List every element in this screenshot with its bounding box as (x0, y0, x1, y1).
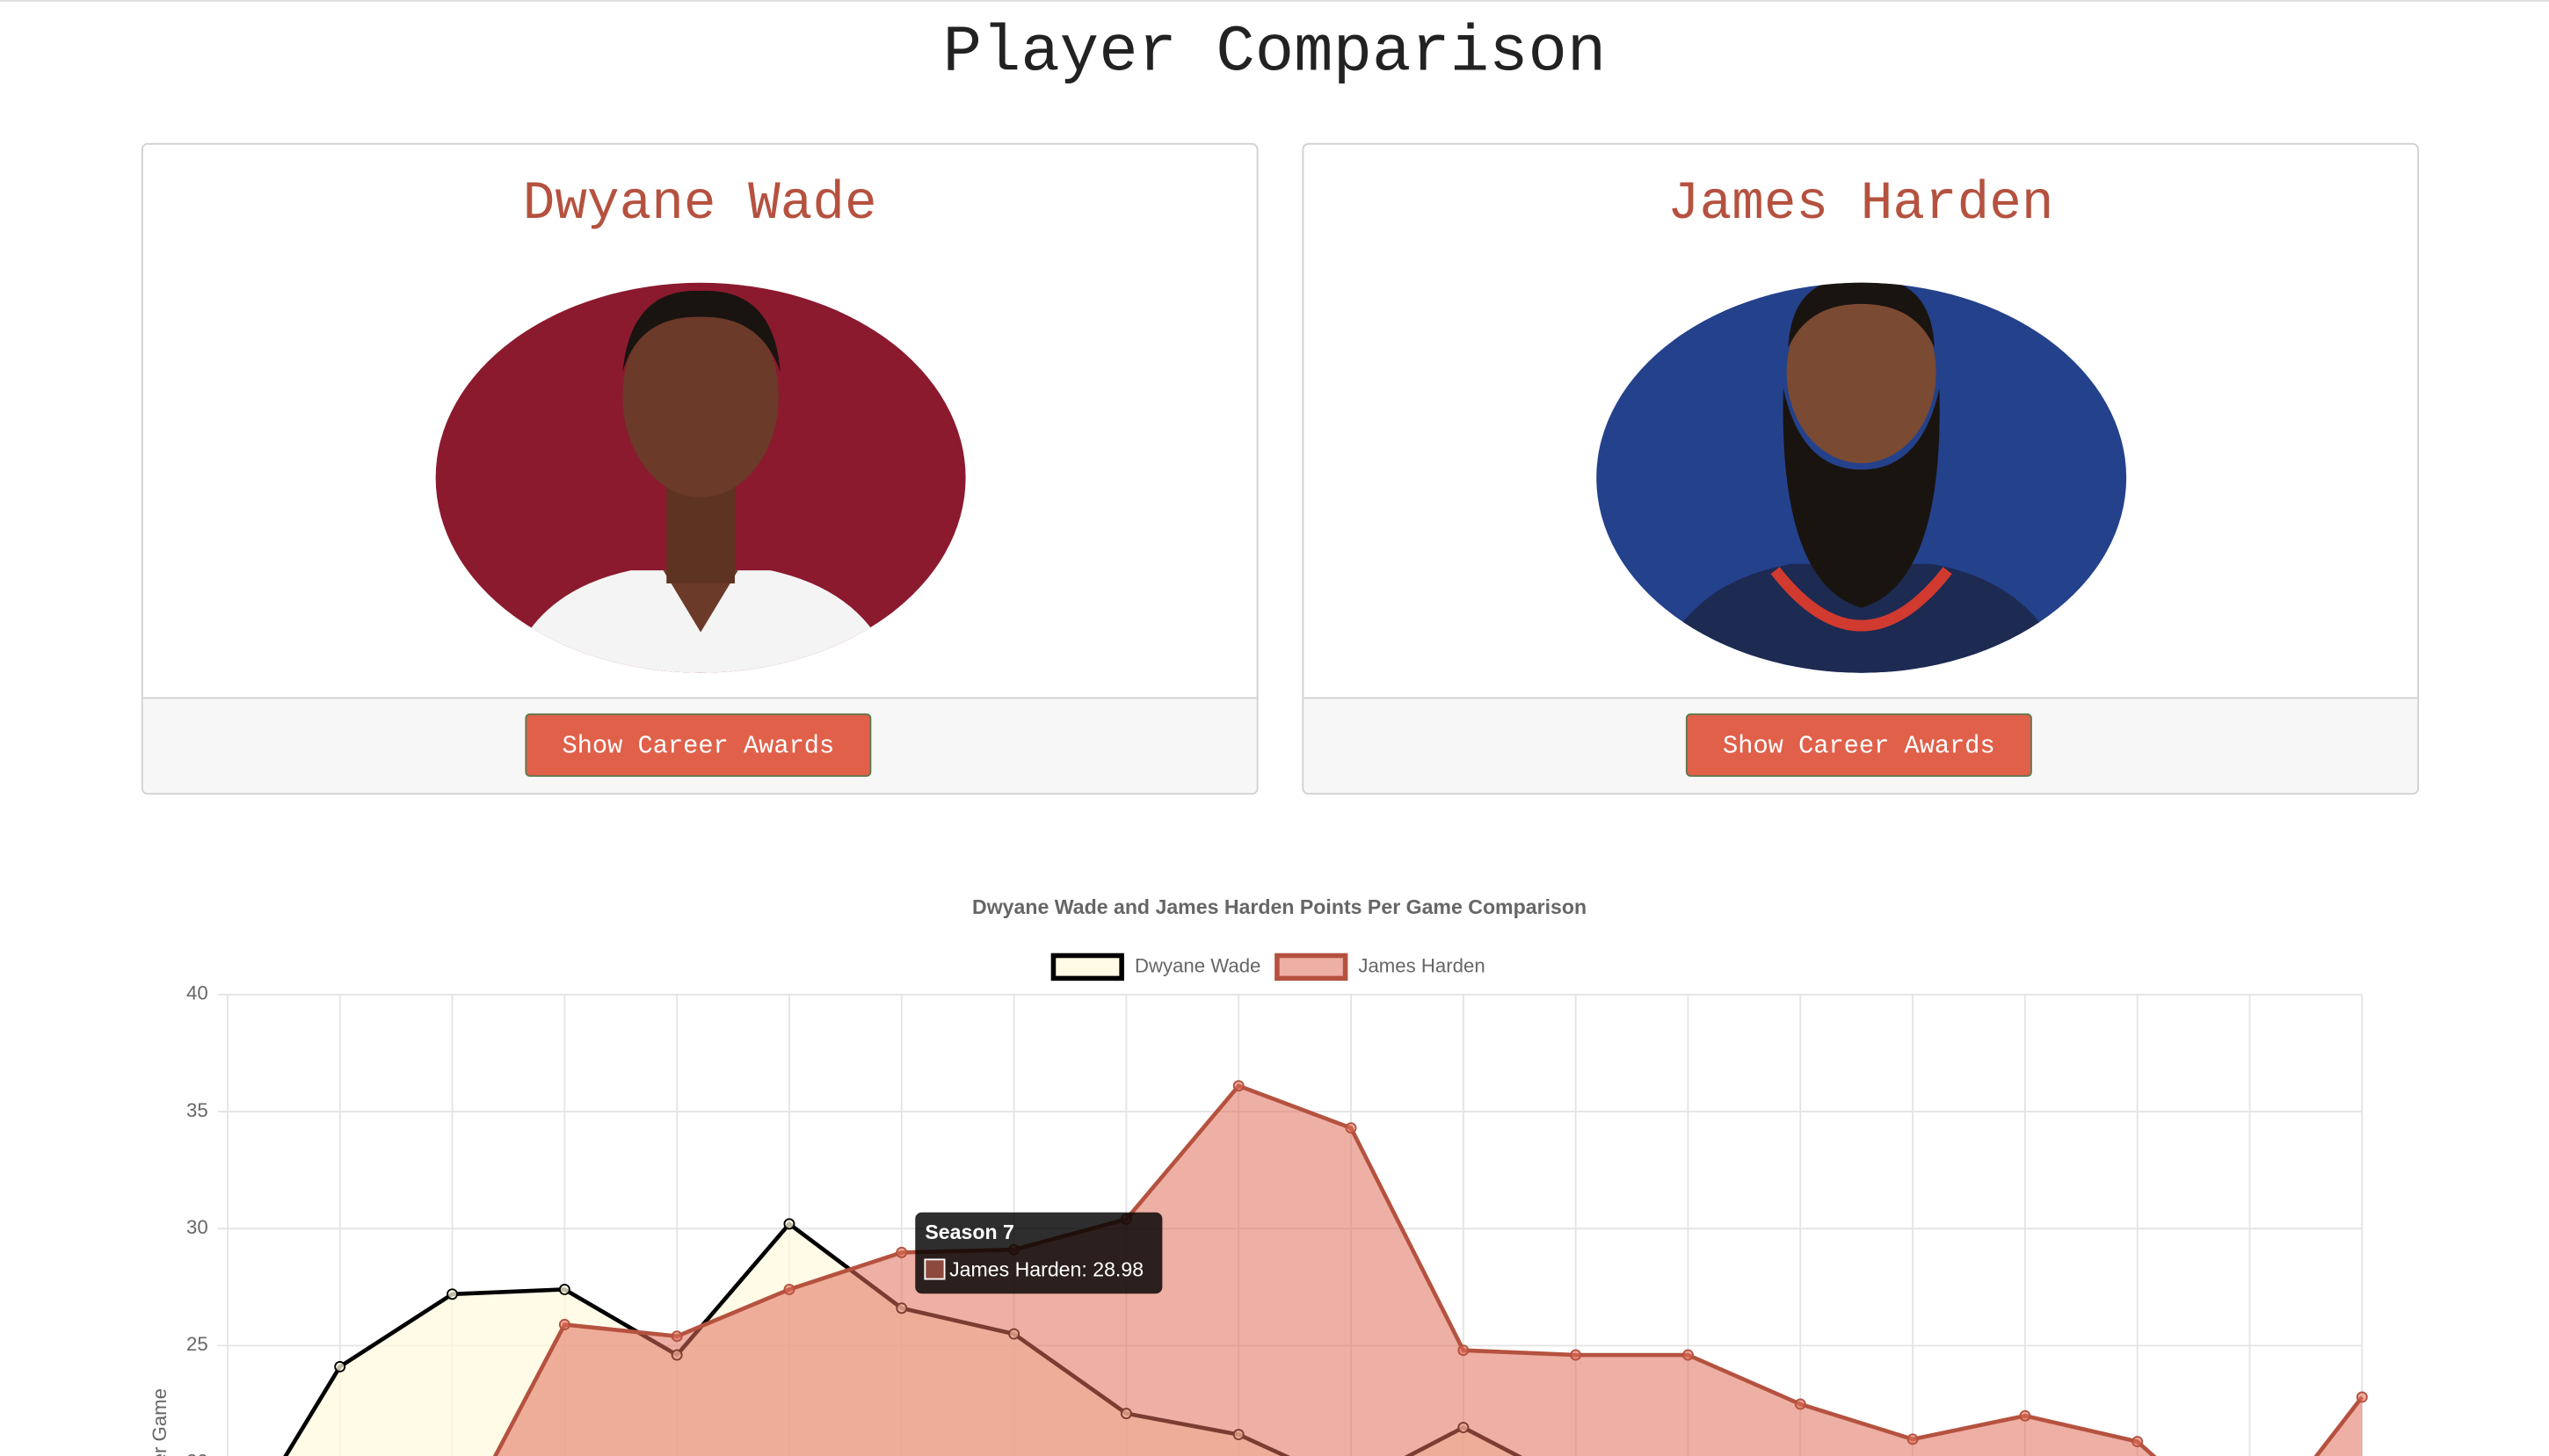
legend: Dwyane Wade James Harden (1050, 953, 1485, 982)
point (447, 1288, 459, 1300)
y-axis-label: Points Per Game (149, 1388, 171, 1456)
tooltip-swatch (924, 1258, 946, 1280)
legend-label: Dwyane Wade (1135, 954, 1260, 976)
tooltip-box (915, 1212, 1163, 1294)
tooltip-title: Season 7 (925, 1221, 1013, 1243)
point (2356, 1391, 2368, 1403)
point (783, 1283, 795, 1295)
card-footer: Show Career Awards (1304, 697, 2418, 793)
card-footer: Show Career Awards (142, 697, 1257, 793)
point (1457, 1344, 1470, 1357)
legend-label: James Harden (1358, 954, 1485, 976)
chart-title: Dwyane Wade and James Harden Points Per … (972, 895, 1587, 918)
point (334, 1360, 346, 1373)
player-card: James Harden Show Career Awards (1302, 142, 2420, 795)
y-tick-label: 30 (186, 1216, 208, 1238)
player-name: Dwyane Wade (522, 173, 877, 235)
line (492, 1083, 2364, 1456)
point (1794, 1398, 1806, 1410)
point (558, 1318, 570, 1330)
player-name: James Harden (1667, 173, 2054, 235)
player-photo (435, 282, 966, 673)
player-card: Dwyane Wade Show Career Awards (141, 142, 1259, 795)
point (1232, 1080, 1245, 1092)
point (1906, 1433, 1919, 1445)
tooltip: Season 7 James Harden: 28.98 (915, 1212, 1163, 1294)
point (896, 1246, 908, 1258)
point (671, 1330, 683, 1343)
legend-swatch (1274, 953, 1348, 982)
page-title: Player Comparison (942, 18, 1607, 91)
y-tick-label: 35 (186, 1099, 208, 1121)
y-tick-label: 20 (186, 1450, 208, 1456)
y-tick-label: 25 (186, 1333, 208, 1355)
point (1570, 1349, 1582, 1361)
point (1681, 1349, 1694, 1361)
point (1345, 1122, 1357, 1134)
y-tick-label: 40 (186, 982, 208, 1004)
awards-button[interactable]: Show Career Awards (525, 713, 872, 778)
point (783, 1218, 795, 1230)
point (2019, 1409, 2031, 1422)
point (558, 1283, 570, 1295)
tooltip-text: James Harden: 28.98 (949, 1257, 1144, 1280)
point (2131, 1436, 2144, 1448)
awards-button[interactable]: Show Career Awards (1685, 713, 2032, 778)
legend-swatch (1050, 953, 1124, 982)
player-photo (1596, 282, 2127, 673)
area (495, 1085, 2363, 1456)
